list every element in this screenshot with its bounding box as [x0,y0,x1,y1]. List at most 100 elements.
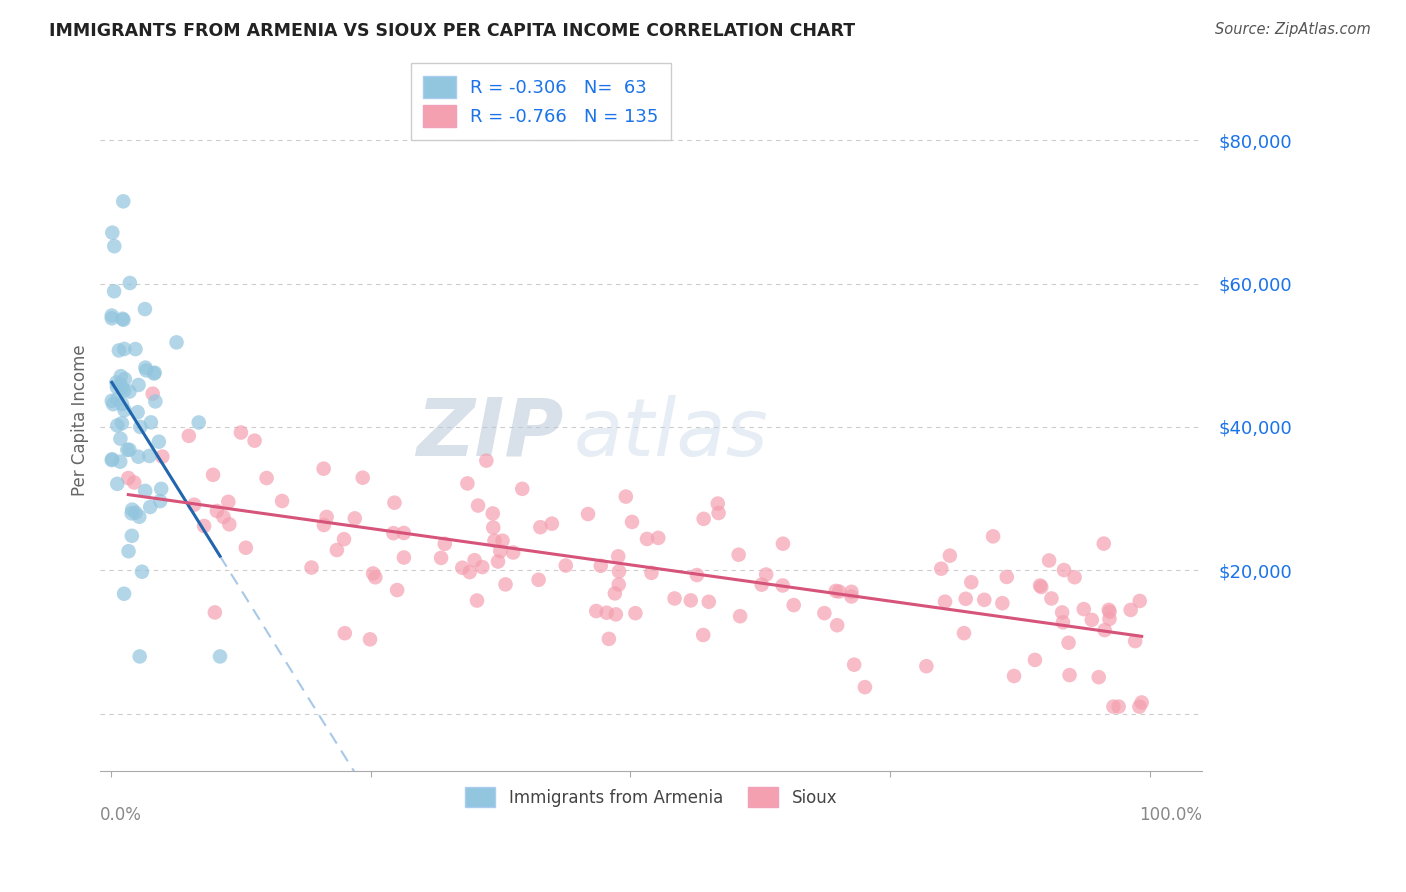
Point [145,394,167,409]
Point [707,506,730,520]
Point [139,416,162,430]
Point [853,680,876,694]
Point [129,420,152,434]
Point [484,533,506,548]
Point [1123,634,1146,648]
Point [312,518,335,533]
Point [953,626,976,640]
Point [482,520,505,534]
Point [101,452,124,467]
Point [101,393,124,408]
Point [624,606,647,620]
Point [465,593,488,607]
Point [148,434,170,449]
Point [686,568,709,582]
Point [359,632,381,647]
Point [692,628,714,642]
Point [502,545,524,559]
Text: 0.0%: 0.0% [100,806,142,824]
Text: IMMIGRANTS FROM ARMENIA VS SIOUX PER CAPITA INCOME CORRELATION CHART: IMMIGRANTS FROM ARMENIA VS SIOUX PER CAP… [49,22,855,40]
Point [218,517,240,532]
Point [679,593,702,607]
Point [772,537,794,551]
Point [772,578,794,592]
Point [127,450,149,464]
Point [193,519,215,533]
Point [382,526,405,541]
Point [117,544,139,558]
Point [117,442,139,457]
Point [385,582,408,597]
Point [1108,699,1130,714]
Point [352,471,374,485]
Point [813,606,835,620]
Point [121,502,143,516]
Point [111,381,134,395]
Point [939,549,962,563]
Point [1087,670,1109,684]
Point [824,583,846,598]
Point [728,609,751,624]
Point [105,392,128,407]
Point [143,366,166,380]
Point [481,507,503,521]
Point [103,239,125,253]
Point [138,449,160,463]
Point [755,567,778,582]
Point [326,543,349,558]
Point [187,416,209,430]
Point [1098,612,1121,626]
Point [112,384,135,398]
Point [1098,603,1121,617]
Point [101,309,124,323]
Point [973,592,995,607]
Point [150,450,173,464]
Point [112,194,135,209]
Point [458,565,481,579]
Point [1029,578,1052,592]
Point [139,500,162,514]
Point [1050,606,1073,620]
Point [124,342,146,356]
Point [128,649,150,664]
Point [1098,605,1121,619]
Text: 100.0%: 100.0% [1139,806,1202,824]
Point [101,311,124,326]
Point [110,369,132,384]
Point [589,558,612,573]
Point [105,380,128,394]
Point [243,434,266,448]
Point [595,606,617,620]
Point [1059,668,1081,682]
Point [783,598,806,612]
Point [101,226,124,240]
Point [614,490,637,504]
Point [1128,699,1150,714]
Point [707,497,730,511]
Point [1052,615,1074,630]
Point [111,311,134,326]
Point [934,595,956,609]
Point [621,515,644,529]
Point [202,467,225,482]
Point [607,577,630,591]
Point [111,417,134,431]
Point [204,606,226,620]
Point [118,384,141,399]
Point [108,343,131,358]
Point [585,604,607,618]
Point [1002,669,1025,683]
Point [664,591,686,606]
Point [312,461,335,475]
Point [636,532,658,546]
Point [128,378,150,392]
Point [915,659,938,673]
Point [751,577,773,591]
Point [110,432,132,446]
Point [183,498,205,512]
Point [1102,699,1125,714]
Point [177,429,200,443]
Point [143,367,166,381]
Point [1130,696,1153,710]
Point [205,504,228,518]
